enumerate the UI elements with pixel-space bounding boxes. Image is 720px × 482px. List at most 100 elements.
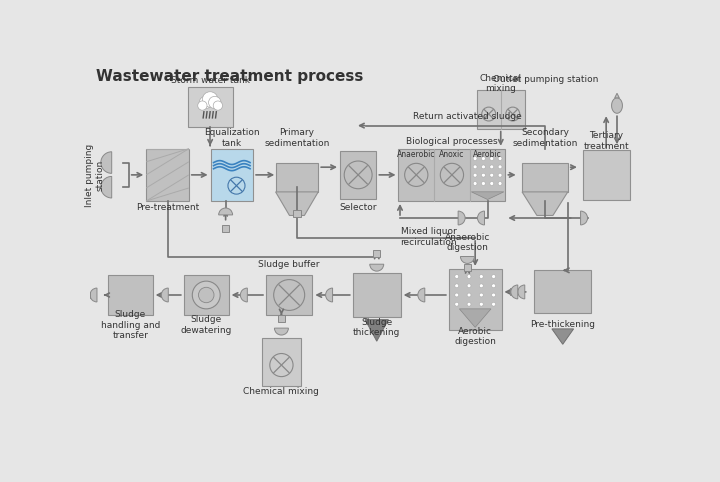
Circle shape [199, 96, 212, 108]
Bar [262, 338, 301, 386]
Bar [222, 225, 229, 232]
Circle shape [473, 157, 477, 161]
Polygon shape [522, 192, 568, 215]
Bar [464, 264, 471, 271]
Text: Storm water tank: Storm water tank [171, 76, 250, 85]
Circle shape [498, 165, 502, 169]
Wedge shape [219, 208, 233, 215]
Circle shape [492, 302, 495, 306]
Text: Chemical mixing: Chemical mixing [243, 387, 320, 396]
Wedge shape [518, 285, 525, 299]
Circle shape [490, 157, 494, 161]
Circle shape [455, 293, 459, 297]
Wedge shape [580, 211, 588, 225]
Text: Pre-treatment: Pre-treatment [136, 203, 199, 212]
Text: Biological processes: Biological processes [406, 137, 498, 146]
Circle shape [467, 302, 471, 306]
Circle shape [467, 293, 471, 297]
Text: Aerobic: Aerobic [473, 149, 502, 159]
Bar [353, 273, 401, 317]
Text: Primary
sedimentation: Primary sedimentation [264, 128, 330, 147]
Polygon shape [276, 192, 318, 215]
Circle shape [492, 293, 495, 297]
Text: Inlet pumping
station: Inlet pumping station [85, 143, 104, 206]
Circle shape [482, 182, 485, 186]
Wedge shape [101, 176, 112, 198]
Circle shape [498, 157, 502, 161]
Circle shape [480, 293, 483, 297]
Circle shape [498, 173, 502, 177]
Circle shape [490, 182, 494, 186]
Polygon shape [365, 320, 388, 341]
Wedge shape [161, 288, 168, 302]
Wedge shape [477, 211, 485, 225]
Circle shape [467, 275, 471, 279]
Polygon shape [615, 93, 619, 98]
Text: Sludge
thickening: Sludge thickening [353, 318, 400, 337]
Bar [146, 149, 189, 201]
Circle shape [198, 101, 207, 110]
Bar [83, 292, 89, 298]
Wedge shape [274, 328, 289, 335]
Bar [340, 151, 377, 199]
Circle shape [492, 275, 495, 279]
Text: Anoxic: Anoxic [439, 149, 464, 159]
Polygon shape [472, 192, 504, 200]
Bar [188, 87, 233, 127]
Text: Sludge
handling and
transfer: Sludge handling and transfer [101, 310, 160, 340]
Text: Outlet pumping station: Outlet pumping station [493, 75, 598, 84]
Wedge shape [461, 256, 474, 264]
Circle shape [482, 165, 485, 169]
Text: Sludge
dewatering: Sludge dewatering [181, 315, 232, 335]
Circle shape [202, 92, 218, 107]
Text: Selector: Selector [339, 203, 377, 212]
Bar [534, 270, 591, 313]
Wedge shape [510, 285, 518, 299]
Bar [449, 269, 502, 331]
Circle shape [213, 101, 222, 110]
Bar [477, 90, 525, 129]
Circle shape [480, 275, 483, 279]
Circle shape [498, 182, 502, 186]
Polygon shape [459, 309, 491, 327]
Bar [108, 275, 153, 315]
Wedge shape [240, 288, 248, 302]
Circle shape [490, 173, 494, 177]
Circle shape [455, 275, 459, 279]
Text: Return activated sludge: Return activated sludge [413, 112, 521, 121]
Bar [293, 210, 301, 217]
Circle shape [467, 284, 471, 288]
Bar [582, 150, 630, 200]
Wedge shape [418, 288, 425, 302]
Polygon shape [611, 98, 622, 113]
Circle shape [492, 284, 495, 288]
Text: Pre-thickening: Pre-thickening [530, 320, 595, 329]
Bar [373, 250, 380, 257]
Wedge shape [458, 211, 465, 225]
Text: Equalization
tank: Equalization tank [204, 128, 260, 147]
Text: Sludge buffer: Sludge buffer [258, 260, 320, 268]
Text: Secondary
sedimentation: Secondary sedimentation [512, 128, 577, 147]
Bar [398, 149, 505, 201]
Circle shape [473, 182, 477, 186]
Text: Anaerobic
digestion: Anaerobic digestion [445, 233, 490, 253]
Text: Chemical
mixing: Chemical mixing [480, 74, 522, 93]
Wedge shape [101, 152, 112, 174]
Wedge shape [90, 288, 97, 302]
Wedge shape [325, 288, 333, 302]
Bar [276, 163, 318, 192]
Bar [210, 149, 253, 201]
Wedge shape [370, 264, 384, 271]
Bar [266, 275, 312, 315]
Circle shape [473, 165, 477, 169]
Text: Tertiary
treatment: Tertiary treatment [583, 131, 629, 151]
Circle shape [480, 284, 483, 288]
Circle shape [209, 96, 221, 108]
Circle shape [482, 173, 485, 177]
Circle shape [480, 302, 483, 306]
Polygon shape [552, 329, 574, 344]
Circle shape [192, 281, 220, 309]
Text: Aerobic
digestion: Aerobic digestion [454, 327, 496, 346]
Circle shape [490, 165, 494, 169]
Bar [510, 288, 518, 295]
